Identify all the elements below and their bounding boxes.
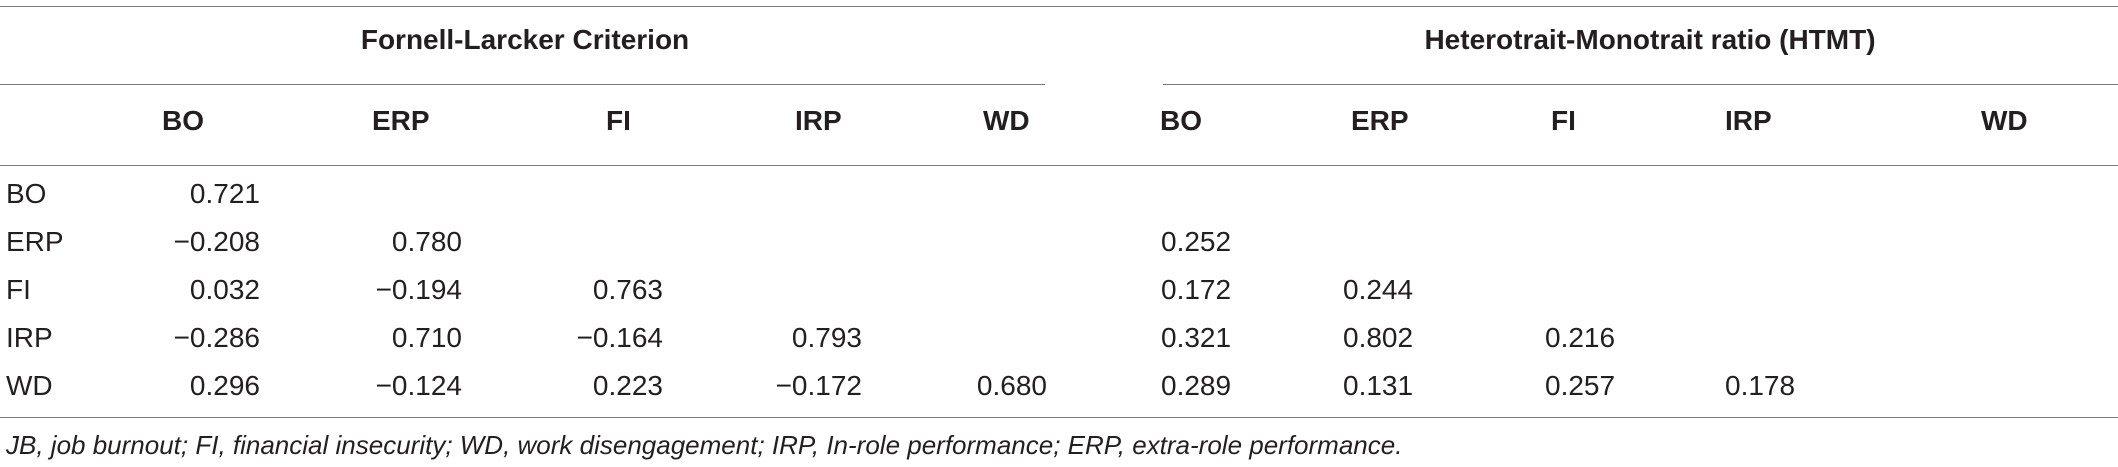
fl-cell: 0.721	[189, 178, 260, 209]
row-label-irp: IRP	[6, 322, 53, 353]
header-rule	[0, 165, 2118, 166]
fl-cell: −0.194	[375, 274, 462, 305]
group-rule-htmt	[1163, 84, 2118, 85]
fl-col-header-fi: FI	[606, 105, 631, 136]
htmt-cell: 0.216	[1545, 322, 1616, 353]
fl-cell: −0.286	[173, 322, 260, 353]
htmt-cell: 0.252	[1161, 226, 1232, 257]
group-title-htmt: Heterotrait-Monotrait ratio (HTMT)	[1424, 24, 1876, 55]
top-rule	[0, 6, 2118, 7]
group-rule-fornell	[0, 84, 1045, 85]
htmt-cell: 0.321	[1161, 322, 1232, 353]
fl-cell: −0.172	[775, 370, 862, 401]
bottom-rule	[0, 417, 2118, 418]
fl-col-header-wd: WD	[983, 105, 1030, 136]
fl-cell: −0.164	[576, 322, 663, 353]
htmt-cell: 0.289	[1161, 370, 1232, 401]
htmt-cell: 0.172	[1161, 274, 1232, 305]
htmt-col-header-fi: FI	[1551, 105, 1576, 136]
group-title-fornell-larcker: Fornell-Larcker Criterion	[360, 24, 690, 55]
fl-cell: 0.710	[391, 322, 462, 353]
row-label-erp: ERP	[6, 226, 64, 257]
row-label-fi: FI	[6, 274, 31, 305]
fl-cell: −0.208	[173, 226, 260, 257]
row-label-bo: BO	[6, 178, 47, 209]
fl-cell: 0.032	[189, 274, 260, 305]
htmt-cell: 0.802	[1343, 322, 1414, 353]
htmt-col-header-bo: BO	[1160, 105, 1202, 136]
fl-cell: 0.223	[592, 370, 663, 401]
htmt-cell: 0.257	[1545, 370, 1616, 401]
htmt-col-header-erp: ERP	[1351, 105, 1409, 136]
fl-col-header-irp: IRP	[795, 105, 842, 136]
fl-cell: 0.793	[791, 322, 862, 353]
table-footnote: JB, job burnout; FI, financial insecurit…	[6, 430, 1403, 460]
htmt-cell: 0.131	[1343, 370, 1414, 401]
htmt-col-header-wd: WD	[1981, 105, 2028, 136]
fl-cell: 0.763	[592, 274, 663, 305]
htmt-cell: 0.244	[1343, 274, 1414, 305]
fl-cell: 0.296	[189, 370, 260, 401]
fl-col-header-bo: BO	[162, 105, 204, 136]
fl-cell: 0.680	[976, 370, 1047, 401]
fl-cell: 0.780	[391, 226, 462, 257]
fl-cell: −0.124	[375, 370, 462, 401]
htmt-col-header-irp: IRP	[1725, 105, 1772, 136]
htmt-cell: 0.178	[1725, 370, 1796, 401]
row-label-wd: WD	[6, 370, 53, 401]
fl-col-header-erp: ERP	[372, 105, 430, 136]
